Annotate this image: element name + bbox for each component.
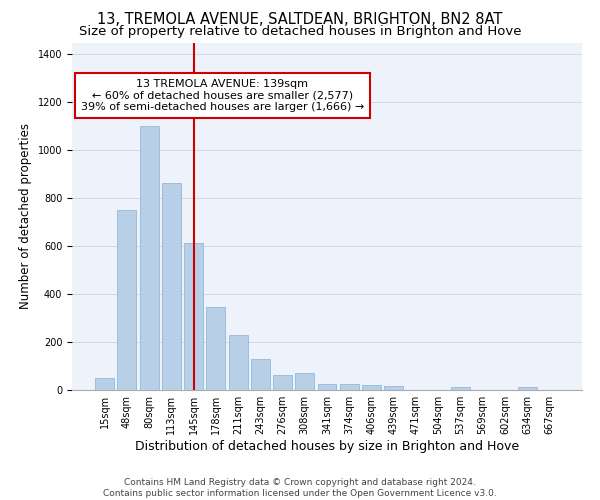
Bar	[229, 336, 248, 390]
Bar	[451, 387, 470, 390]
Bar	[251, 359, 270, 390]
Bar	[95, 378, 114, 390]
Text: 13, TREMOLA AVENUE, SALTDEAN, BRIGHTON, BN2 8AT: 13, TREMOLA AVENUE, SALTDEAN, BRIGHTON, …	[97, 12, 503, 28]
Text: 13 TREMOLA AVENUE: 139sqm
← 60% of detached houses are smaller (2,577)
39% of se: 13 TREMOLA AVENUE: 139sqm ← 60% of detac…	[81, 79, 364, 112]
Text: Size of property relative to detached houses in Brighton and Hove: Size of property relative to detached ho…	[79, 25, 521, 38]
Bar	[184, 242, 203, 390]
Bar	[295, 373, 314, 390]
Bar	[118, 210, 136, 390]
Y-axis label: Number of detached properties: Number of detached properties	[19, 123, 32, 309]
Bar	[273, 375, 292, 390]
Bar	[140, 126, 158, 390]
Bar	[362, 385, 381, 390]
Bar	[384, 386, 403, 390]
Bar	[206, 308, 225, 390]
Bar	[317, 384, 337, 390]
Bar	[518, 387, 536, 390]
Text: Contains HM Land Registry data © Crown copyright and database right 2024.
Contai: Contains HM Land Registry data © Crown c…	[103, 478, 497, 498]
X-axis label: Distribution of detached houses by size in Brighton and Hove: Distribution of detached houses by size …	[135, 440, 519, 453]
Bar	[162, 182, 181, 390]
Bar	[340, 384, 359, 390]
